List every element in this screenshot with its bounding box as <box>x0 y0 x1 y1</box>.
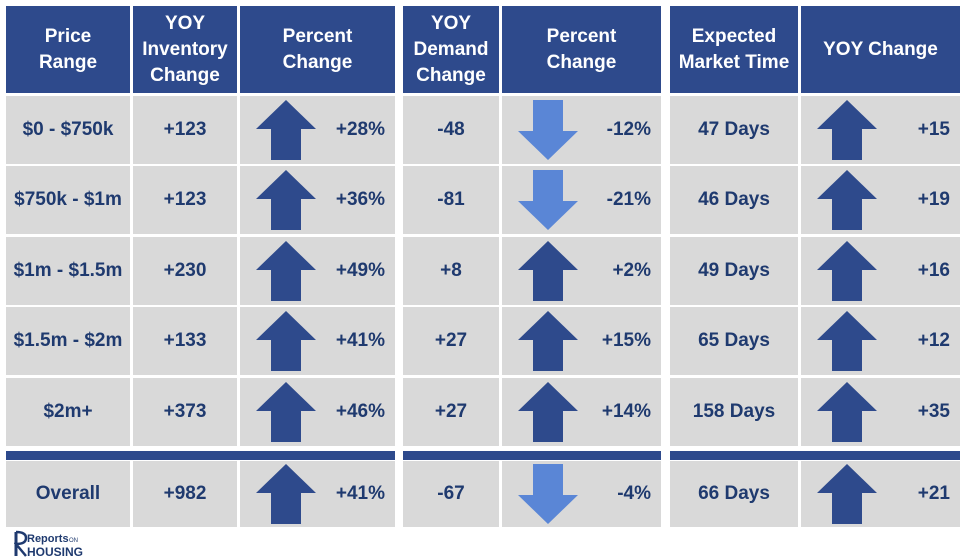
arrow-up-icon <box>256 464 316 524</box>
arrow-down-icon <box>518 100 578 160</box>
row-4-inventory-percent: +41% <box>335 330 385 351</box>
row-2-market-time: 46 Days <box>670 166 798 234</box>
arrow-up-icon <box>256 311 316 371</box>
overall-row-market-time-change: +21 <box>917 483 950 504</box>
row-4-inventory-change: +133 <box>133 307 237 375</box>
reports-on-housing-logo: Reports ON HOUSING <box>14 530 83 559</box>
row-3-inventory-percent-cell <box>240 237 395 305</box>
row-1-inventory-change: +123 <box>133 96 237 164</box>
row-1-market-time-change-cell <box>801 96 960 164</box>
row-3-price-range: $1m - $1.5m <box>6 237 130 305</box>
overall-divider <box>6 451 395 460</box>
row-4-market-time-change: +12 <box>917 330 950 351</box>
row-5-market-time-change: +35 <box>917 401 950 422</box>
arrow-up-icon <box>518 241 578 301</box>
row-3-market-time-change: +16 <box>917 260 950 281</box>
row-5-inventory-percent-cell <box>240 378 395 446</box>
row-4-demand-change: +27 <box>403 307 499 375</box>
header-inventory-change: YOY Inventory Change <box>133 6 237 93</box>
row-3-inventory-percent: +49% <box>335 260 385 281</box>
arrow-up-icon <box>256 100 316 160</box>
arrow-up-icon <box>518 382 578 442</box>
row-2-demand-change: -81 <box>403 166 499 234</box>
row-3-market-time: 49 Days <box>670 237 798 305</box>
arrow-up-icon <box>817 170 877 230</box>
row-4-inventory-percent-cell <box>240 307 395 375</box>
header-demand-change: YOY Demand Change <box>403 6 499 93</box>
arrow-up-icon <box>518 311 578 371</box>
overall-row-price-range: Overall <box>6 461 130 527</box>
row-5-demand-change: +27 <box>403 378 499 446</box>
row-5-demand-percent-cell <box>502 378 661 446</box>
row-2-inventory-change: +123 <box>133 166 237 234</box>
arrow-down-icon <box>518 170 578 230</box>
row-2-price-range: $750k - $1m <box>6 166 130 234</box>
row-4-price-range: $1.5m - $2m <box>6 307 130 375</box>
arrow-up-icon <box>256 170 316 230</box>
row-2-inventory-percent: +36% <box>335 189 385 210</box>
row-5-market-time-change-cell <box>801 378 960 446</box>
row-4-demand-percent: +15% <box>601 330 651 351</box>
row-1-inventory-percent: +28% <box>335 119 385 140</box>
arrow-up-icon <box>817 464 877 524</box>
overall-row-inventory-percent-cell <box>240 461 395 527</box>
row-1-market-time: 47 Days <box>670 96 798 164</box>
arrow-up-icon <box>817 100 877 160</box>
header-price-range: Price Range <box>6 6 130 93</box>
row-3-demand-percent: +2% <box>612 260 651 281</box>
row-1-demand-percent: -12% <box>606 119 651 140</box>
arrow-up-icon <box>817 241 877 301</box>
header-market-time-change: YOY Change <box>801 6 960 93</box>
row-2-demand-percent: -21% <box>606 189 651 210</box>
arrow-up-icon <box>256 382 316 442</box>
header-inventory-percent: Percent Change <box>240 6 395 93</box>
row-1-demand-change: -48 <box>403 96 499 164</box>
row-4-market-time: 65 Days <box>670 307 798 375</box>
row-5-inventory-percent: +46% <box>335 401 385 422</box>
overall-row-inventory-percent: +41% <box>335 483 385 504</box>
row-1-market-time-change: +15 <box>917 119 950 140</box>
row-4-demand-percent-cell <box>502 307 661 375</box>
arrow-up-icon <box>817 311 877 371</box>
svg-text:Reports: Reports <box>27 533 69 545</box>
row-2-inventory-percent-cell <box>240 166 395 234</box>
row-5-inventory-change: +373 <box>133 378 237 446</box>
row-1-inventory-percent-cell <box>240 96 395 164</box>
row-2-market-time-change-cell <box>801 166 960 234</box>
row-1-price-range: $0 - $750k <box>6 96 130 164</box>
header-demand-percent: Percent Change <box>502 6 661 93</box>
row-1-demand-percent-cell <box>502 96 661 164</box>
overall-row-demand-percent: -4% <box>617 483 651 504</box>
overall-row-market-time-change-cell <box>801 461 960 527</box>
row-3-demand-percent-cell <box>502 237 661 305</box>
header-market-time: Expected Market Time <box>670 6 798 93</box>
arrow-down-icon <box>518 464 578 524</box>
row-4-market-time-change-cell <box>801 307 960 375</box>
overall-row-demand-change: -67 <box>403 461 499 527</box>
overall-row-inventory-change: +982 <box>133 461 237 527</box>
row-2-market-time-change: +19 <box>917 189 950 210</box>
overall-row-demand-percent-cell <box>502 461 661 527</box>
svg-text:ON: ON <box>69 538 78 544</box>
overall-divider <box>670 451 960 460</box>
overall-row-market-time: 66 Days <box>670 461 798 527</box>
arrow-up-icon <box>256 241 316 301</box>
row-5-market-time: 158 Days <box>670 378 798 446</box>
row-5-demand-percent: +14% <box>601 401 651 422</box>
overall-divider <box>403 451 661 460</box>
row-2-demand-percent-cell <box>502 166 661 234</box>
row-3-demand-change: +8 <box>403 237 499 305</box>
row-5-price-range: $2m+ <box>6 378 130 446</box>
row-3-market-time-change-cell <box>801 237 960 305</box>
row-3-inventory-change: +230 <box>133 237 237 305</box>
svg-text:HOUSING: HOUSING <box>27 545 83 559</box>
arrow-up-icon <box>817 382 877 442</box>
